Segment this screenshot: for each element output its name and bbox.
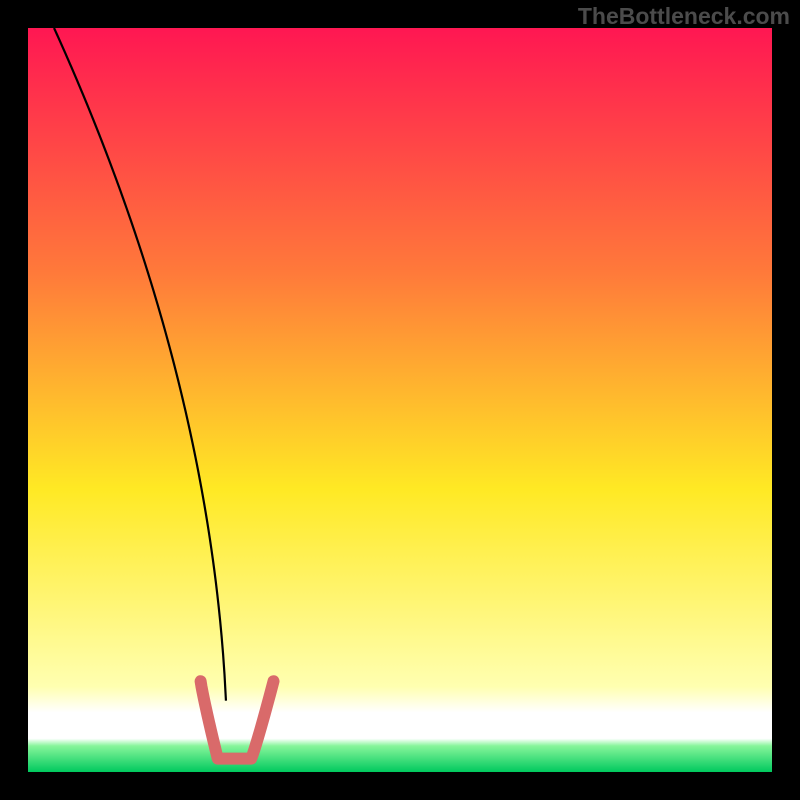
plot-background [28,28,772,772]
bottleneck-curve-chart [0,0,800,800]
watermark-text: TheBottleneck.com [578,3,790,30]
chart-frame: TheBottleneck.com [0,0,800,800]
